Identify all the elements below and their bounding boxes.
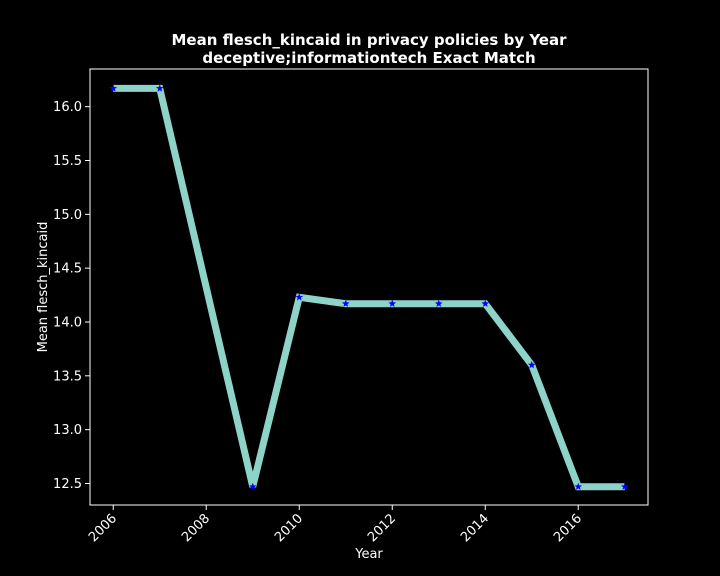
data-point <box>434 299 443 307</box>
y-tick-label: 14.0 <box>53 315 82 330</box>
data-point <box>295 293 304 301</box>
y-tick-label: 16.0 <box>53 100 82 115</box>
chart-title-line-1: Mean flesch_kincaid in privacy policies … <box>171 31 567 49</box>
y-tick-label: 15.0 <box>53 208 82 223</box>
data-point <box>620 482 629 490</box>
y-tick-label: 14.5 <box>53 262 82 277</box>
data-point <box>388 299 397 307</box>
data-point <box>527 361 536 369</box>
data-point <box>248 482 257 490</box>
data-point <box>341 299 350 307</box>
y-tick-label: 12.5 <box>53 477 82 492</box>
y-tick-label: 13.5 <box>53 369 82 384</box>
plot-frame <box>89 68 649 506</box>
data-point <box>574 482 583 490</box>
y-tick-label: 13.0 <box>53 423 82 438</box>
x-axis-label: Year <box>354 547 383 562</box>
data-point <box>109 84 118 92</box>
y-axis-label: Mean flesch_kincaid <box>36 222 51 353</box>
markers-layer <box>109 84 629 490</box>
data-point <box>155 84 164 92</box>
data-point <box>481 299 490 307</box>
chart-title-line-2: deceptive;informationtech Exact Match <box>202 49 535 67</box>
y-tick-label: 15.5 <box>53 154 82 169</box>
